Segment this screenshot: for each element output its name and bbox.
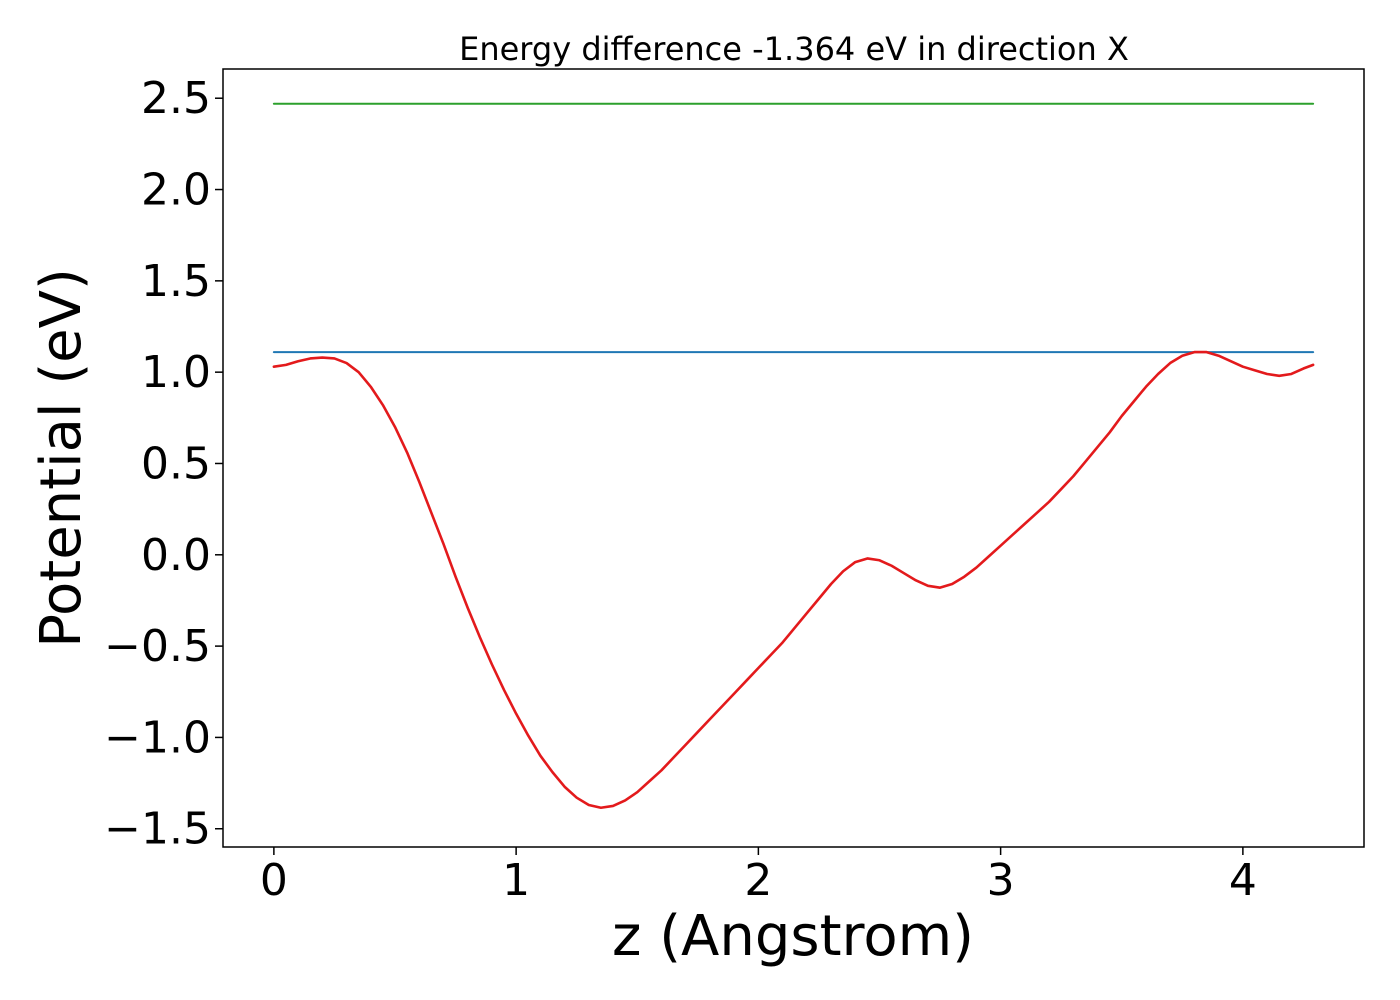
x-tick-label: 2 bbox=[744, 855, 772, 906]
plot-frame bbox=[222, 68, 1365, 848]
y-tick-label: 2.5 bbox=[141, 73, 211, 124]
axis-ticks: 0 1 2 3 4 −1.5 −1.0 −0.5 0.0 0.5 1.0 1.5 2.0 2.5 bbox=[104, 73, 1257, 906]
y-tick-label: 2.0 bbox=[141, 165, 211, 216]
y-axis-label: Potential (eV) bbox=[29, 268, 94, 648]
chart-title: Energy difference -1.364 eV in direction… bbox=[459, 30, 1129, 68]
x-tick-label: 0 bbox=[260, 855, 288, 906]
plot-marks bbox=[272, 102, 1315, 810]
y-tick-label: −1.0 bbox=[104, 712, 211, 763]
potential-curve-line bbox=[272, 350, 1315, 810]
x-axis-label: z (Angstrom) bbox=[612, 904, 974, 969]
y-tick-label: 1.5 bbox=[141, 256, 211, 307]
y-tick-label: −0.5 bbox=[104, 621, 211, 672]
x-tick-label: 1 bbox=[502, 855, 530, 906]
x-tick-label: 4 bbox=[1229, 855, 1257, 906]
y-tick-label: 1.0 bbox=[141, 347, 211, 398]
x-tick-label: 3 bbox=[987, 855, 1015, 906]
y-tick-label: −1.5 bbox=[104, 804, 211, 855]
y-tick-label: 0.0 bbox=[141, 530, 211, 581]
y-tick-label: 0.5 bbox=[141, 438, 211, 489]
